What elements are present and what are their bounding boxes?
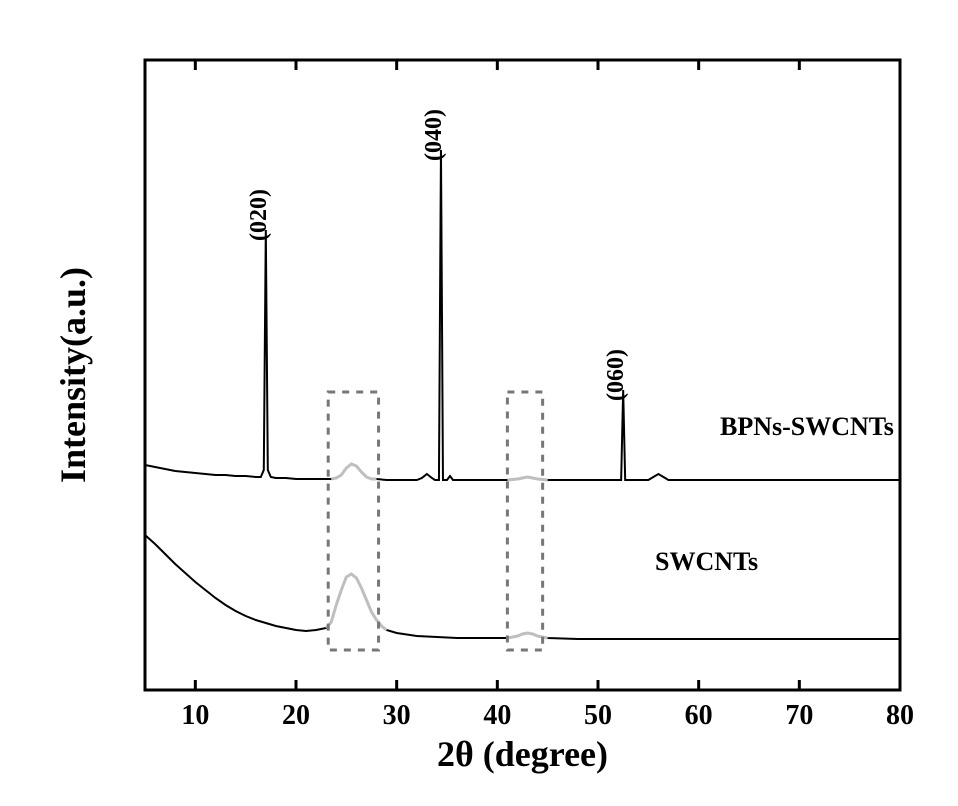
x-tick-label: 20 (282, 700, 310, 731)
x-tick-label: 70 (785, 700, 813, 731)
y-axis-title: Intensity(a.u.) (53, 267, 93, 483)
series-highlight-1-1 (507, 477, 547, 480)
x-tick-label: 30 (383, 700, 411, 731)
x-tick-label: 40 (483, 700, 511, 731)
series-label-0: SWCNTs (655, 547, 758, 576)
x-tick-label: 80 (886, 700, 914, 731)
series-label-1: BPNs-SWCNTs (720, 412, 894, 441)
x-tick-label: 60 (685, 700, 713, 731)
x-tick-label: 50 (584, 700, 612, 731)
series-line-0 (145, 535, 900, 639)
chart-svg: 10 20 30 40 50 60 70 80 2θ (degree) Intensity(a.u… (30, 30, 928, 776)
peak-label-0: (020) (246, 189, 272, 241)
x-axis-title: 2θ (degree) (437, 734, 608, 774)
peak-label-2: (060) (603, 349, 629, 401)
series-highlight-1-0 (331, 464, 376, 479)
highlight-box-1 (507, 392, 542, 650)
peak-label-1: (040) (421, 109, 447, 161)
x-tick-label: 10 (181, 700, 209, 731)
xrd-chart: 10 20 30 40 50 60 70 80 2θ (degree) Intensity(a.u… (30, 30, 928, 776)
